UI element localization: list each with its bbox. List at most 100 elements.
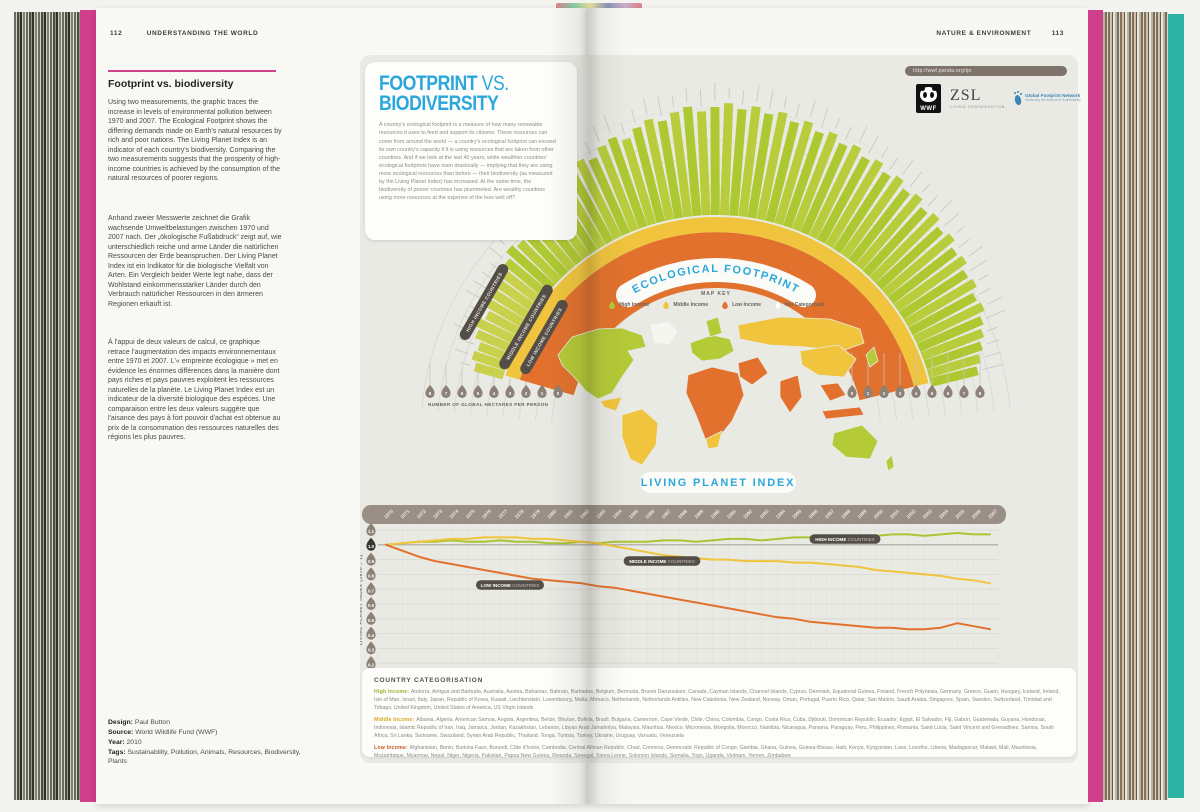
map-key-item: Low Income [721,300,761,309]
wwf-panda-logo: WWF [916,83,941,113]
country-label-tick [820,108,829,128]
footprint-bar [516,239,562,285]
world-map [557,316,895,472]
left-page-number: 112 [110,30,123,37]
drop-marker-shape [425,385,435,398]
map-key-title: MAP KEY [701,291,731,297]
drop-marker-value: 3 [509,391,512,396]
zsl-logo-text: ZSL [950,86,982,104]
country-label-tick [943,212,960,227]
map-key: MAP KEY High Income Middle Income Low In… [536,291,896,309]
footprint-icon [1014,91,1023,106]
title-word-vs: VS. [477,72,510,95]
drop-marker-value: 4 [493,391,496,396]
footprint-bar [506,245,556,291]
footprint-banner-arc [616,257,816,308]
country-label-tick [458,338,475,345]
income-drop-icon [722,301,728,309]
income-drop-icon [609,301,616,309]
ribbon-pill [499,284,553,370]
country-label-tick [795,103,800,118]
line-label-pill-bg [623,556,701,566]
country-label-tick [984,351,1002,358]
drop-marker-value: 1 [867,391,870,396]
credit-line: Tags: Sustainability, Pollution, Animals… [108,748,301,766]
footprint-bar [747,113,774,219]
footprint-bar [475,329,515,354]
footprint-bar [808,144,862,240]
map-region-japan [865,346,879,368]
gha-scale-drop-left: 4 [489,385,499,398]
gha-scale-drop-right: 1 [863,385,873,398]
footprint-bar [503,258,550,298]
right-page-number: 113 [1051,30,1064,37]
lpi-banner-bg [640,472,796,493]
map-region-india [779,374,803,414]
drop-marker-value: 8 [979,391,982,396]
infographic-svg: 8 7 6 5 4 3 2 1 0 0 1 2 3 4 5 6 7 8 NUMBER OF GLOBAL HECTA… [360,81,1011,670]
drop-marker-value: 6 [947,391,950,396]
gha-scale-drop-left: 8 [425,385,435,398]
categorisation-row: High Income: Andorra, Antigua and Barbud… [374,689,1060,712]
country-label-tick [466,289,482,300]
country-label-tick [909,171,923,188]
drop-marker-shape [366,626,376,640]
country-categorisation-title: COUNTRY CATEGORISATION [374,677,484,684]
line-label-pill: HIGH INCOME COUNTRIES [809,534,881,544]
footprint-bar [597,144,639,233]
source-url-bar: http://wwf.panda.org/lpr [905,66,1067,76]
drop-marker-shape [863,385,873,398]
footprint-bar [869,212,940,284]
drop-marker-value: 4 [915,391,918,396]
drop-marker-value: 0.6 [368,603,375,608]
categorisation-row: Middle Income: Albania, Algeria, America… [374,717,1055,740]
gha-scale-drop-right: 8 [975,385,985,398]
footprint-bar [473,362,505,380]
drop-marker-value: 8 [429,391,432,396]
timeline-band [362,505,1006,524]
teal-endpaper [1168,14,1184,798]
infographic-panel: 8 7 6 5 4 3 2 1 0 0 1 2 3 4 5 6 7 8 NUMBER OF GLOBAL HECTA… [360,55,1081,763]
lpi-axis-drop: 1.0 [366,537,376,551]
footprint-bar [756,111,788,221]
gha-scale-drop-right: 0 [847,385,857,398]
footprint-bar [916,316,984,352]
paragraph-german: Anhand zweier Messwerte zeichnet die Gra… [108,215,282,308]
lpi-axis-drop: 1.1 [366,523,376,536]
country-label-tick [643,98,648,115]
footprint-bar [729,109,747,217]
drop-marker-shape [959,385,969,398]
country-label-tick [845,126,852,141]
footprint-bar [848,188,911,265]
gha-scale: 8 7 6 5 4 3 2 1 0 0 1 2 3 4 5 6 7 8 NUMBER OF GLOBAL HECTA… [425,353,985,407]
gfn-logo-text: Global Footprint Network [1025,93,1081,99]
drop-marker-value: 5 [477,391,480,396]
low-income-fan-band [519,232,914,401]
lpi-axis-drop: 0.8 [366,567,376,581]
map-region-greenland [649,320,679,346]
drop-marker-shape [553,385,563,398]
country-label-tick [742,90,744,105]
drop-marker-value: 1.1 [368,529,375,534]
map-region-new-zealand [885,454,895,472]
drop-marker-value: 7 [963,391,966,396]
title-rule [108,70,276,72]
footprint-bar [920,328,985,361]
footprint-bar [926,354,982,379]
left-section-title: UNDERSTANDING THE WORLD [146,30,259,37]
footprint-bar [840,175,904,259]
drop-marker-shape [505,385,515,398]
country-label-tick [489,247,504,259]
footprint-bar [783,130,824,229]
gha-scale-drop-right: 7 [959,385,969,398]
drop-marker-shape [457,385,467,398]
drop-marker-value: 0.7 [368,588,375,593]
lpi-line [385,543,991,631]
country-label-tick [939,200,953,213]
drop-marker-shape [366,552,376,566]
country-label-tick [685,87,688,102]
gha-scale-drop-right: 3 [895,385,905,398]
drop-marker-value: 7 [445,391,448,396]
infographic-title-card: FOOTPRINT VS. BIODIVERSITY A country's e… [365,62,577,240]
categorisation-row: Low Income: Afghanistan, Benin, Burkina … [374,745,1038,760]
